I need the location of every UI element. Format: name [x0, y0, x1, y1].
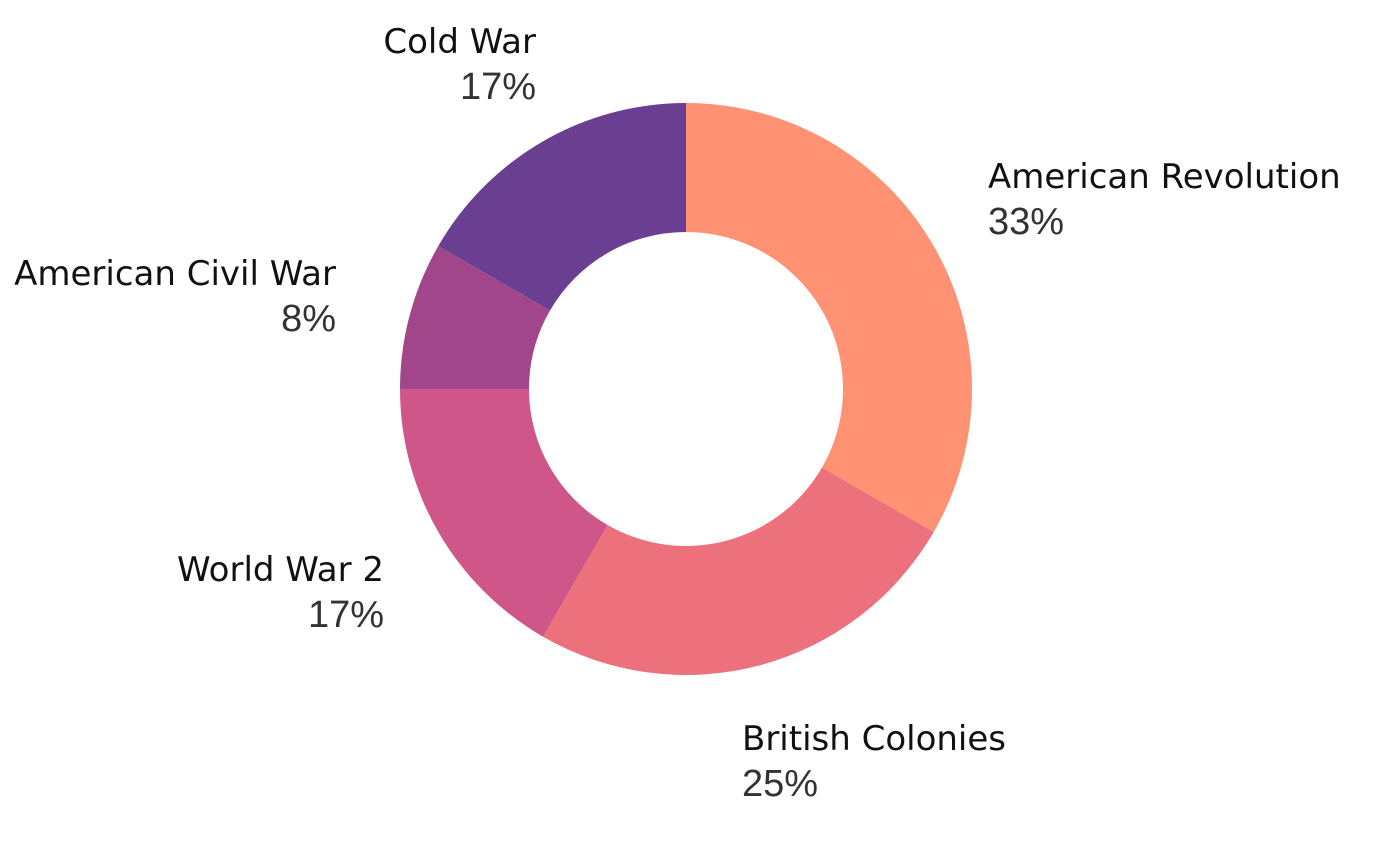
slice-percent-label: 25%: [742, 763, 818, 805]
slice-british-colonies: [543, 467, 934, 675]
slice-world-war-2: [400, 389, 608, 637]
slice-american-revolution: [686, 103, 972, 532]
slice-name-label: World War 2: [177, 550, 384, 590]
slice-name-label: American Civil War: [14, 254, 336, 294]
slice-cold-war: [438, 103, 686, 311]
slices-group: [400, 103, 972, 675]
slice-percent-label: 33%: [988, 201, 1064, 243]
slice-percent-label: 17%: [460, 66, 536, 108]
slice-american-civil-war: [400, 246, 551, 389]
slice-name-label: American Revolution: [988, 157, 1341, 197]
slice-name-label: Cold War: [383, 22, 536, 62]
slice-label: World War 217%: [177, 550, 384, 636]
slice-percent-label: 17%: [308, 594, 384, 636]
slice-name-label: British Colonies: [742, 719, 1006, 759]
slice-percent-label: 8%: [281, 298, 336, 340]
